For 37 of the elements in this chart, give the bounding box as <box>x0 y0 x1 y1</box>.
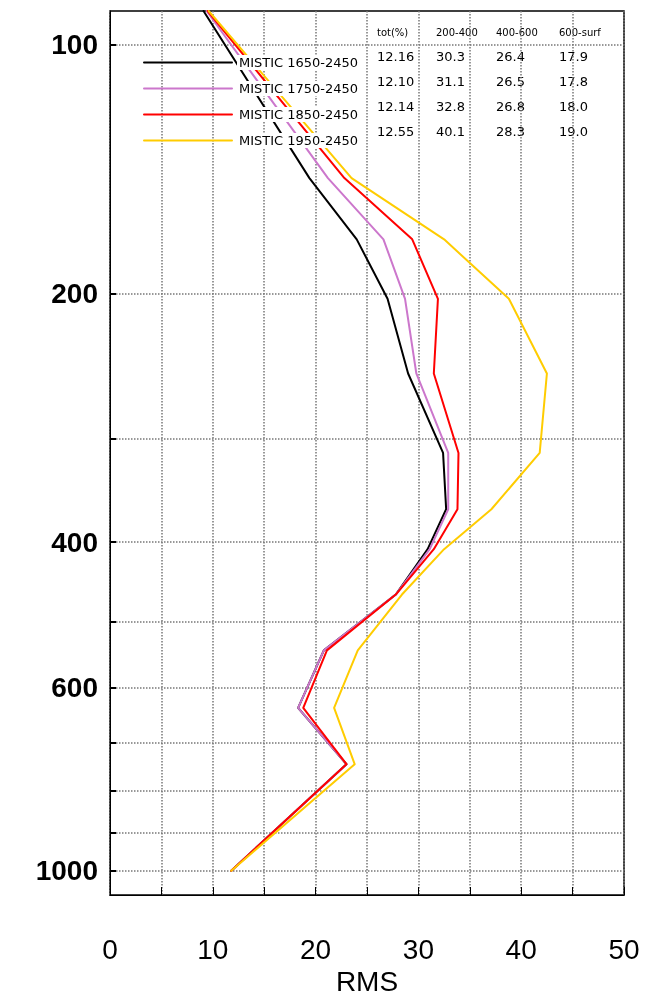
annotation: 18.0 <box>559 99 588 114</box>
annotation: 12.14 <box>377 99 415 114</box>
annotation: 600-surf <box>559 26 602 38</box>
annotation: 17.8 <box>559 74 588 89</box>
series-label: MISTIC 1650-2450 <box>239 55 359 70</box>
x-axis-title: RMS <box>335 966 399 998</box>
y-tick-label: 600 <box>51 672 98 704</box>
annotation: 31.1 <box>436 74 465 89</box>
y-tick-label: 100 <box>51 29 98 61</box>
annotation: 40.1 <box>436 124 465 139</box>
x-tick-label: 10 <box>197 933 229 965</box>
x-tick-label: 30 <box>402 933 434 965</box>
annotation: 12.10 <box>377 74 415 89</box>
annotation: 26.4 <box>496 49 525 64</box>
annotation: 26.8 <box>496 99 525 114</box>
y-tick-label: 200 <box>51 277 98 309</box>
annotation: 32.8 <box>436 99 465 114</box>
x-tick-label: 20 <box>300 933 332 965</box>
annotation: 200-400 <box>435 26 478 38</box>
series-label: MISTIC 1950-2450 <box>239 133 359 148</box>
line-series <box>207 10 548 872</box>
annotation: tot(%) <box>377 26 409 38</box>
annotation: 12.16 <box>377 49 415 64</box>
annotation: 30.3 <box>436 49 465 64</box>
annotation: 400-600 <box>495 26 538 38</box>
y-tick-label: 400 <box>51 526 98 558</box>
annotation: 12.55 <box>377 124 415 139</box>
annotation: 17.9 <box>559 49 588 64</box>
annotation: 19.0 <box>559 124 588 139</box>
series-label: MISTIC 1850-2450 <box>239 107 359 122</box>
x-tick-label: 40 <box>505 933 537 965</box>
annotation: 28.3 <box>496 124 525 139</box>
series-label: MISTIC 1750-2450 <box>239 81 359 96</box>
y-tick-label: 1000 <box>35 855 98 887</box>
x-tick-label: 0 <box>102 933 118 965</box>
x-tick-label: 50 <box>608 933 640 965</box>
annotation: 26.5 <box>496 74 525 89</box>
